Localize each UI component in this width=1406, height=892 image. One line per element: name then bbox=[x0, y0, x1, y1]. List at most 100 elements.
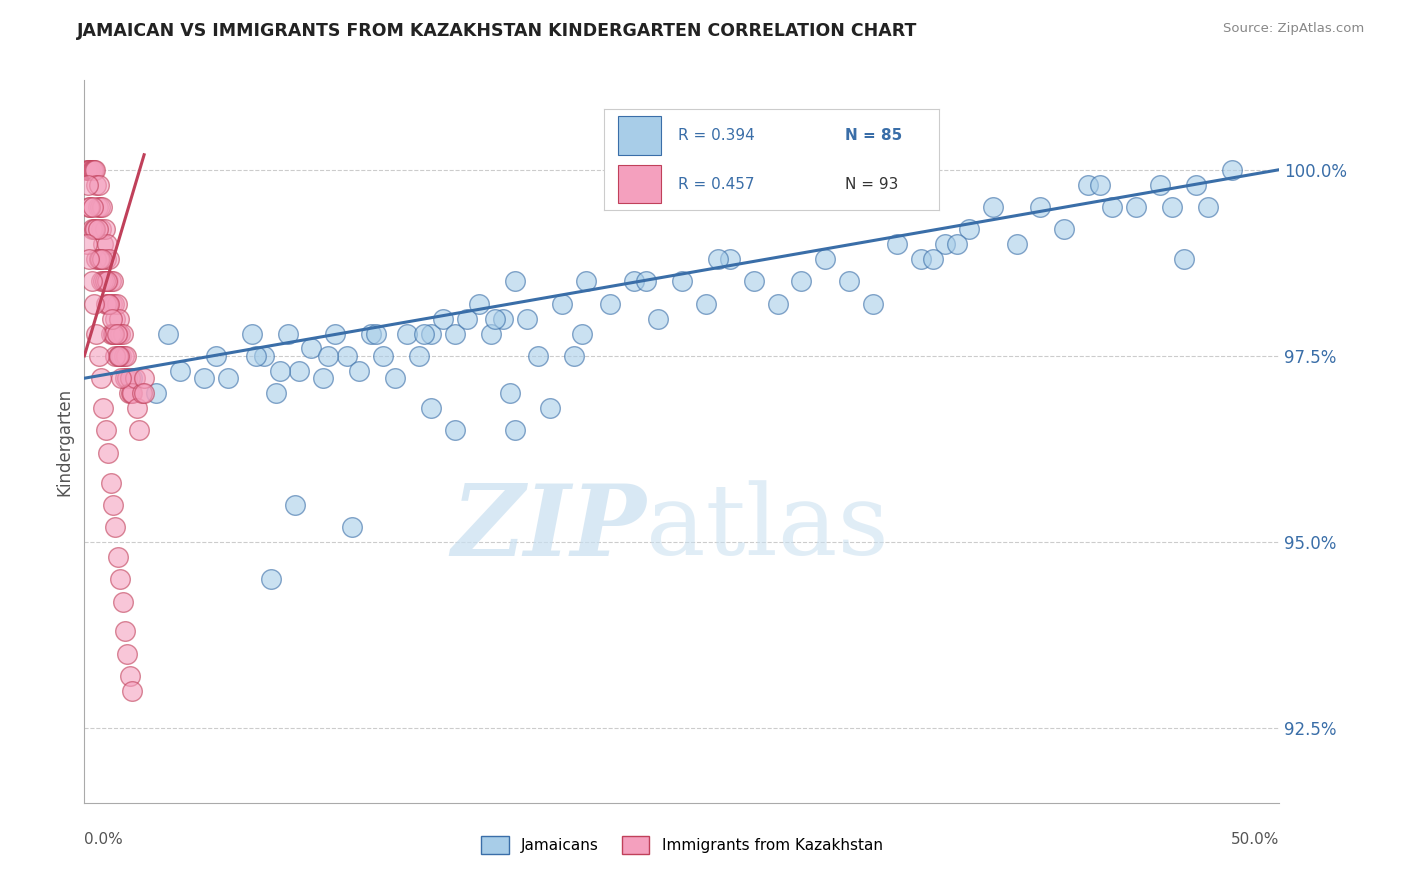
Point bbox=[117, 386, 139, 401]
Point bbox=[742, 274, 765, 288]
Point bbox=[97, 446, 120, 460]
Point bbox=[540, 401, 562, 415]
Point bbox=[396, 326, 419, 341]
Point bbox=[456, 311, 478, 326]
Point bbox=[120, 386, 142, 401]
Point bbox=[100, 475, 122, 490]
Point bbox=[527, 349, 550, 363]
Point bbox=[1161, 200, 1184, 214]
Point bbox=[205, 349, 228, 363]
Point bbox=[516, 311, 538, 326]
Point bbox=[118, 371, 141, 385]
Point bbox=[94, 252, 117, 266]
Point bbox=[316, 349, 339, 363]
Text: Source: ZipAtlas.com: Source: ZipAtlas.com bbox=[1223, 22, 1364, 36]
Point bbox=[240, 326, 263, 341]
Point bbox=[83, 297, 105, 311]
Point bbox=[121, 684, 143, 698]
Point bbox=[503, 423, 526, 437]
Point bbox=[125, 401, 148, 415]
Point bbox=[121, 386, 143, 401]
Point bbox=[647, 311, 669, 326]
Text: ZIP: ZIP bbox=[451, 480, 647, 576]
Point bbox=[599, 297, 621, 311]
Point bbox=[86, 222, 108, 236]
Point bbox=[97, 297, 120, 311]
Point bbox=[103, 297, 125, 311]
Point bbox=[100, 326, 122, 341]
Point bbox=[838, 274, 860, 288]
Point bbox=[922, 252, 945, 266]
Point bbox=[1077, 178, 1099, 192]
Point bbox=[93, 237, 115, 252]
Point bbox=[479, 326, 502, 341]
Y-axis label: Kindergarten: Kindergarten bbox=[55, 387, 73, 496]
Point bbox=[114, 624, 136, 639]
Point bbox=[217, 371, 239, 385]
Point bbox=[93, 274, 115, 288]
Point bbox=[277, 326, 299, 341]
Point bbox=[86, 252, 108, 266]
Point bbox=[253, 349, 276, 363]
Point bbox=[132, 371, 156, 385]
Point bbox=[492, 311, 515, 326]
Point bbox=[131, 386, 153, 401]
Point bbox=[169, 364, 191, 378]
Point bbox=[101, 311, 124, 326]
Point bbox=[571, 326, 593, 341]
Point bbox=[103, 326, 125, 341]
Point bbox=[981, 200, 1004, 214]
Point bbox=[1149, 178, 1171, 192]
Point bbox=[301, 342, 323, 356]
Point bbox=[432, 311, 454, 326]
Point bbox=[444, 423, 467, 437]
Point bbox=[77, 162, 100, 177]
Point bbox=[97, 274, 120, 288]
Point bbox=[101, 274, 124, 288]
Point bbox=[108, 349, 131, 363]
Point bbox=[1197, 200, 1219, 214]
Point bbox=[264, 386, 287, 401]
Point bbox=[101, 498, 124, 512]
Point bbox=[118, 669, 141, 683]
Point bbox=[90, 371, 112, 385]
Point bbox=[157, 326, 180, 341]
Point bbox=[80, 222, 103, 236]
Point bbox=[384, 371, 406, 385]
Point bbox=[84, 222, 107, 236]
Point bbox=[766, 297, 789, 311]
Point bbox=[89, 200, 111, 214]
Point bbox=[499, 386, 522, 401]
Point bbox=[93, 274, 115, 288]
Point bbox=[132, 386, 156, 401]
Point bbox=[105, 297, 128, 311]
Point bbox=[910, 252, 932, 266]
Point bbox=[284, 498, 307, 512]
Point bbox=[86, 200, 108, 214]
Point bbox=[104, 520, 127, 534]
Point bbox=[110, 572, 132, 586]
Point bbox=[623, 274, 645, 288]
Point bbox=[360, 326, 382, 341]
Point bbox=[260, 572, 283, 586]
Point bbox=[124, 371, 146, 385]
Point bbox=[269, 364, 291, 378]
Point bbox=[104, 311, 127, 326]
Point bbox=[336, 349, 359, 363]
Point bbox=[145, 386, 167, 401]
Point bbox=[80, 162, 103, 177]
Point bbox=[117, 647, 139, 661]
Point bbox=[96, 237, 118, 252]
Point bbox=[121, 371, 143, 385]
Point bbox=[420, 326, 443, 341]
Text: 0.0%: 0.0% bbox=[84, 831, 124, 847]
Point bbox=[110, 349, 132, 363]
Point bbox=[89, 252, 111, 266]
Point bbox=[707, 252, 730, 266]
Point bbox=[91, 252, 114, 266]
Point bbox=[484, 311, 506, 326]
Point bbox=[114, 371, 136, 385]
Point bbox=[111, 326, 134, 341]
Point bbox=[82, 200, 104, 214]
Point bbox=[245, 349, 267, 363]
